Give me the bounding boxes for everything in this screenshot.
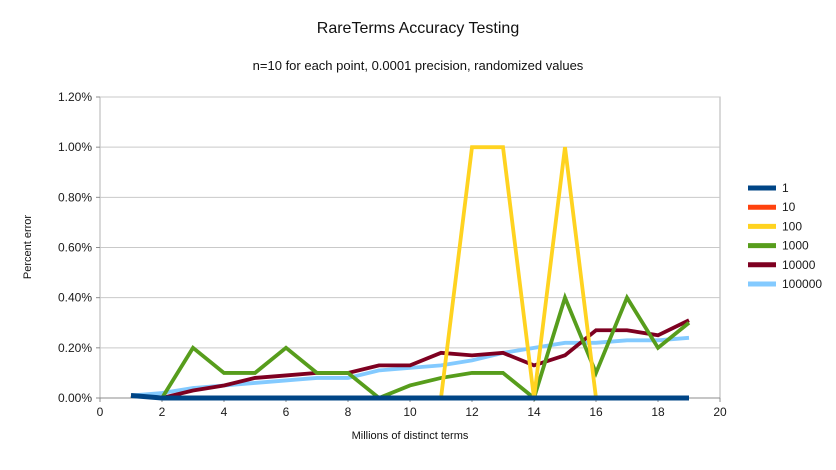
series-line-10000 xyxy=(130,318,690,400)
series-line-1000 xyxy=(130,292,691,402)
legend-label-10000: 10000 xyxy=(782,258,816,272)
chart-title: RareTerms Accuracy Testing xyxy=(316,20,520,37)
y-tick-label: 0.40% xyxy=(58,291,92,305)
x-tick-label: 16 xyxy=(589,405,603,419)
y-tick-label: 0.60% xyxy=(58,241,92,255)
x-tick-label: 18 xyxy=(651,405,665,419)
x-tick-label: 6 xyxy=(283,405,290,419)
series-line-1 xyxy=(130,392,689,401)
legend-label-1: 1 xyxy=(782,181,789,195)
legend-label-10: 10 xyxy=(782,200,796,214)
x-tick-label: 8 xyxy=(345,405,352,419)
legend-label-100: 100 xyxy=(782,219,802,233)
y-tick-label: 0.00% xyxy=(58,391,92,405)
chart-subtitle: n=10 for each point, 0.0001 precision, r… xyxy=(252,58,584,73)
x-tick-label: 12 xyxy=(465,405,479,419)
x-tick-label: 0 xyxy=(97,405,104,419)
x-tick-label: 14 xyxy=(527,405,541,419)
y-tick-label: 0.80% xyxy=(58,190,92,204)
y-tick-label: 1.20% xyxy=(58,90,92,104)
y-tick-label: 1.00% xyxy=(58,140,92,154)
y-tick-label: 0.20% xyxy=(58,341,92,355)
legend-label-1000: 1000 xyxy=(782,239,809,253)
x-axis-title: Millions of distinct terms xyxy=(351,430,469,442)
x-tick-label: 20 xyxy=(713,405,727,419)
x-tick-label: 4 xyxy=(221,405,228,419)
y-axis-title: Percent error xyxy=(22,214,34,280)
legend-label-100000: 100000 xyxy=(782,277,822,291)
x-tick-label: 2 xyxy=(159,405,166,419)
x-tick-label: 10 xyxy=(403,405,417,419)
